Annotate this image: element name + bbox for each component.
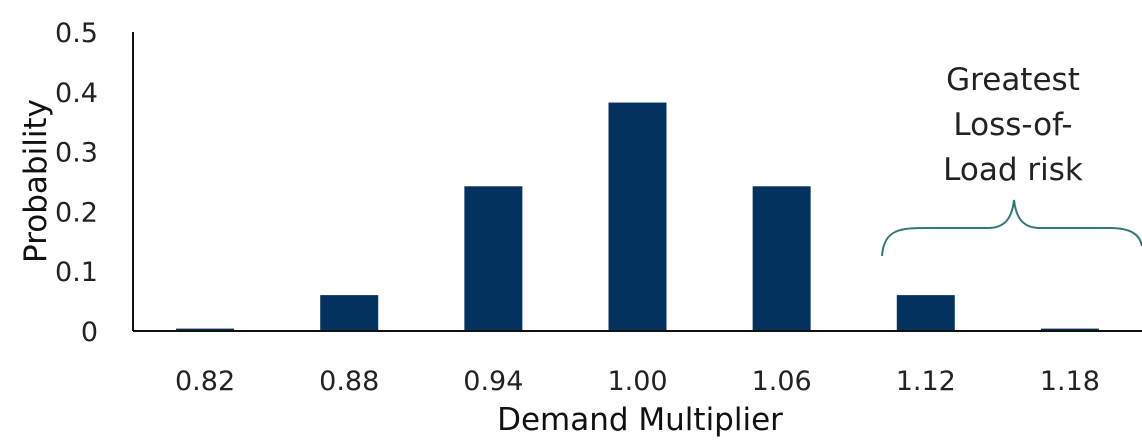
x-tick-labels: 0.82 0.88 0.94 1.00 1.06 1.12 1.18 <box>175 366 1100 397</box>
y-tick-label-0.5: 0.5 <box>55 18 98 49</box>
y-tick-label-0.4: 0.4 <box>55 78 98 109</box>
y-tick-labels: 0 0.1 0.2 0.3 0.4 0.5 <box>55 18 98 348</box>
bar-1.06 <box>752 186 811 331</box>
curly-brace <box>881 199 1142 257</box>
y-tick-label-0.2: 0.2 <box>55 197 98 228</box>
x-tick-label-0.88: 0.88 <box>319 366 379 397</box>
bars-layer <box>176 102 1099 332</box>
x-tick-label-1.06: 1.06 <box>752 366 812 397</box>
annotation-line-3: Load risk <box>943 152 1083 188</box>
bar-0.94 <box>464 186 523 331</box>
x-tick-label-1.12: 1.12 <box>896 366 956 397</box>
bar-1.00 <box>608 102 667 332</box>
y-axis-title: Probability <box>18 99 54 263</box>
annotation-line-2: Loss-of- <box>953 107 1072 143</box>
annotation-line-1: Greatest <box>946 62 1080 98</box>
x-tick-label-0.94: 0.94 <box>463 366 523 397</box>
x-tick-label-1.18: 1.18 <box>1040 366 1100 397</box>
y-tick-label-0.1: 0.1 <box>55 257 98 288</box>
bar-1.12 <box>896 295 955 331</box>
x-axis-title: Demand Multiplier <box>497 402 783 438</box>
axes-layer <box>132 32 1142 332</box>
bar-0.88 <box>320 295 379 331</box>
annotation: Greatest Loss-of- Load risk <box>881 62 1142 257</box>
bar-1.18 <box>1040 328 1099 331</box>
y-tick-label-0.3: 0.3 <box>55 138 98 169</box>
bar-0.82 <box>176 328 235 331</box>
y-tick-label-0: 0 <box>81 317 98 348</box>
x-tick-label-1.00: 1.00 <box>607 366 667 397</box>
x-tick-label-0.82: 0.82 <box>175 366 235 397</box>
